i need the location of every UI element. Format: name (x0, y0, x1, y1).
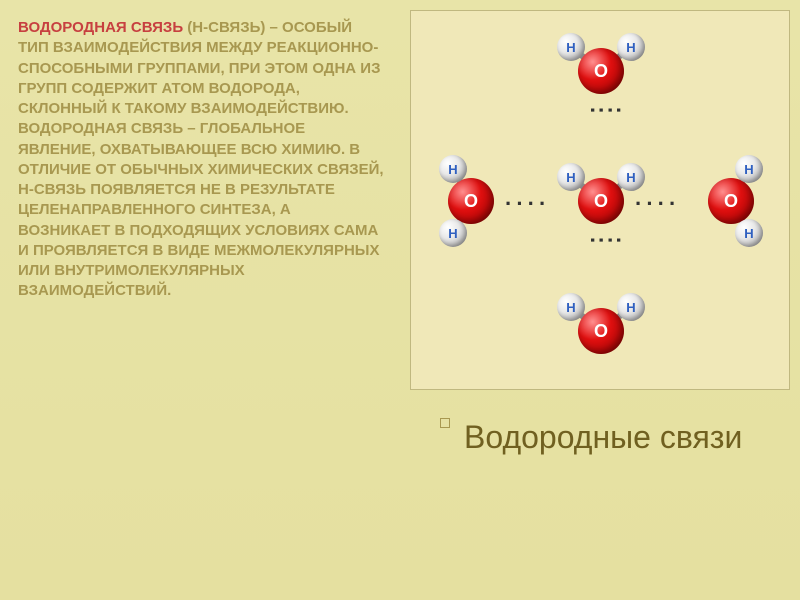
definition-highlight: Водородная связь (18, 19, 183, 36)
oxygen-atom: O (448, 178, 494, 224)
caption-text: Водородные связи (464, 418, 764, 456)
hydrogen-atom: H (617, 33, 645, 61)
hydrogen-bond: · · · · (587, 237, 622, 297)
hydrogen-bond: ···· (635, 193, 701, 215)
oxygen-atom: O (578, 308, 624, 354)
hydrogen-atom: H (557, 33, 585, 61)
hydrogen-bond: ···· (505, 193, 571, 215)
right-panel: · · · ·· · · ·········OHHOHHOHHOHHOHH Во… (400, 0, 800, 600)
hydrogen-atom: H (557, 163, 585, 191)
hydrogen-atom: H (439, 219, 467, 247)
oxygen-atom: O (578, 48, 624, 94)
hydrogen-atom: H (735, 155, 763, 183)
hydrogen-bond: · · · · (587, 107, 622, 167)
molecule-canvas: · · · ·· · · ·········OHHOHHOHHOHHOHH (411, 11, 789, 389)
definition-panel: Водородная связь (Н-связь) – особый тип … (0, 0, 400, 600)
caption-area: Водородные связи (410, 400, 790, 466)
definition-body: (Н-связь) – особый тип взаимодействия ме… (18, 19, 384, 299)
molecule-diagram: · · · ·· · · ·········OHHOHHOHHOHHOHH (410, 10, 790, 390)
oxygen-atom: O (578, 178, 624, 224)
hydrogen-atom: H (735, 219, 763, 247)
hydrogen-atom: H (617, 293, 645, 321)
slide-root: Водородная связь (Н-связь) – особый тип … (0, 0, 800, 600)
hydrogen-atom: H (439, 155, 467, 183)
definition-text: Водородная связь (Н-связь) – особый тип … (18, 18, 386, 302)
hydrogen-atom: H (617, 163, 645, 191)
bullet-icon (440, 418, 450, 428)
hydrogen-atom: H (557, 293, 585, 321)
oxygen-atom: O (708, 178, 754, 224)
